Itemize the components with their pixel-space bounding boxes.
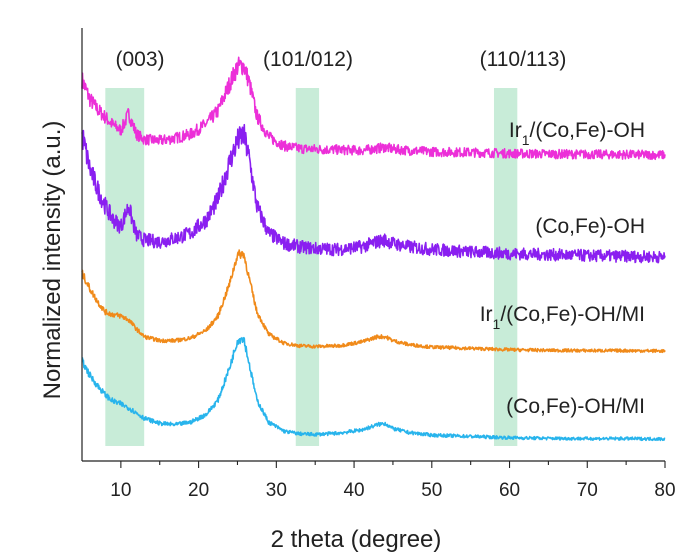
y-axis-label: Normalized intensity (a.u.) xyxy=(39,121,66,400)
series-label: (Co,Fe)-OH/MI xyxy=(506,395,645,418)
series-lines xyxy=(81,56,666,442)
series-line xyxy=(81,123,666,264)
series-line xyxy=(81,249,666,354)
x-tick-label: 60 xyxy=(499,480,520,501)
x-tick-label: 50 xyxy=(421,480,442,501)
axes: 10 20 30 40 50 60 70 80 xyxy=(81,28,676,501)
chart-labels: 2 theta (degree) Normalized intensity (a.… xyxy=(39,48,645,553)
x-tick-label: 30 xyxy=(266,480,287,501)
series-label: (Co,Fe)-OH xyxy=(535,215,645,238)
x-tick-label: 70 xyxy=(577,480,598,501)
highlight-band xyxy=(105,88,145,446)
peak-label: (101/012) xyxy=(263,48,353,71)
series-label: Ir1/(Co,Fe)-OH/MI xyxy=(480,303,645,332)
peak-label: (110/113) xyxy=(480,48,567,71)
x-tick-label: 20 xyxy=(188,480,209,501)
x-axis-label: 2 theta (degree) xyxy=(271,526,442,553)
x-tick-label: 40 xyxy=(343,480,364,501)
series-line xyxy=(81,336,666,442)
x-tick-label: 10 xyxy=(110,480,131,501)
highlight-band xyxy=(295,88,320,446)
x-tick-label: 80 xyxy=(654,480,675,501)
series-label: Ir1/(Co,Fe)-OH xyxy=(509,119,645,148)
series-line xyxy=(81,56,666,161)
highlight-band xyxy=(493,88,518,446)
peak-label: (003) xyxy=(115,48,164,71)
highlight-bands xyxy=(105,88,518,446)
